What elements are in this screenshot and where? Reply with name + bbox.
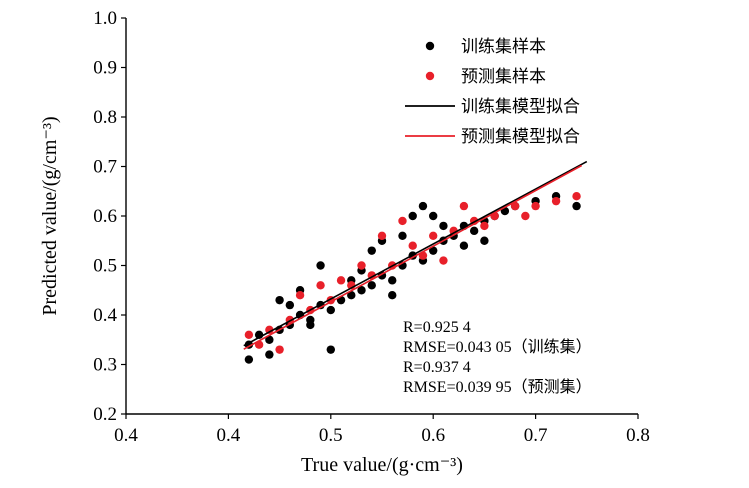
train-sample-point — [326, 345, 335, 354]
axes: 0.4 0.4 0.5 0.6 0.7 0.8 0.2 0.3 0.4 0.5 0.6 0.7 0.8… — [39, 8, 650, 476]
x-axis-title: True value/(g·cm⁻³) — [301, 454, 463, 476]
x-tick-label: 0.4 — [217, 425, 241, 446]
test-sample-point — [377, 231, 387, 240]
test-sample-point — [551, 196, 561, 206]
x-tick-label: 0.5 — [319, 425, 343, 446]
test-sample-point — [275, 345, 284, 354]
train-sample-point — [357, 286, 366, 295]
train-r-text: R=0.925 4 — [403, 319, 471, 336]
x-tick-label: 0.8 — [626, 425, 650, 446]
train-sample-point — [347, 291, 356, 300]
y-tick-label: 0.4 — [93, 305, 117, 326]
y-tick-label: 1.0 — [93, 8, 117, 29]
x-ticks: 0.4 0.4 0.5 0.6 0.7 0.8 — [114, 414, 650, 446]
legend-label: 训练集模型拟合 — [461, 97, 580, 117]
train-rmse-text: RMSE=0.043 05（训练集） — [403, 338, 592, 356]
test-sample-point — [295, 291, 305, 300]
train-sample-point — [388, 291, 397, 300]
train-sample-point — [316, 261, 325, 270]
train-sample-point — [367, 281, 376, 290]
legend-label: 预测集样本 — [461, 67, 546, 87]
train-sample-point — [326, 305, 335, 315]
y-tick-label: 0.7 — [93, 157, 117, 178]
test-sample-point — [572, 192, 581, 201]
y-tick-label: 0.6 — [93, 206, 117, 227]
train-sample-point — [275, 295, 284, 305]
train-sample-point — [480, 236, 489, 245]
test-sample-point — [316, 281, 325, 290]
stats-annotation: R=0.925 4 RMSE=0.043 05（训练集） R=0.937 4 R… — [403, 319, 592, 396]
train-sample-point — [469, 226, 479, 236]
test-sample-point — [429, 231, 438, 240]
test-sample-point — [531, 201, 540, 211]
test-sample-point — [521, 211, 530, 221]
train-sample-point — [244, 355, 254, 364]
test-fit-line — [243, 164, 583, 350]
plot-area — [243, 160, 588, 364]
test-sample-point — [336, 276, 346, 285]
test-sample-point — [357, 261, 366, 270]
train-sample-point — [429, 246, 438, 255]
test-sample-point — [398, 216, 407, 226]
y-axis-title: Predicted value/(g/cm⁻³) — [39, 116, 61, 315]
x-tick-label: 0.6 — [421, 425, 445, 446]
test-sample-point — [510, 201, 520, 211]
y-tick-label: 0.8 — [93, 107, 117, 128]
train-sample-point — [306, 320, 315, 330]
test-r-text: R=0.937 4 — [403, 359, 471, 376]
legend-label: 训练集样本 — [461, 37, 546, 57]
train-sample-point — [429, 211, 438, 221]
train-sample-point — [285, 300, 295, 310]
train-sample-point — [265, 350, 274, 359]
x-tick-label: 0.7 — [524, 425, 548, 446]
y-tick-label: 0.2 — [93, 404, 117, 425]
train-sample-point — [439, 221, 448, 231]
test-sample-point — [439, 256, 448, 265]
test-sample-point — [408, 241, 417, 250]
y-tick-label: 0.5 — [93, 256, 117, 277]
train-sample-point — [367, 246, 376, 255]
legend-marker — [425, 71, 435, 81]
test-sample-point — [449, 226, 458, 236]
legend-marker — [425, 41, 435, 51]
x-tick-label: 0.4 — [114, 425, 138, 446]
train-sample-point — [408, 211, 417, 221]
train-sample-point — [265, 335, 274, 344]
legend-label: 预测集模型拟合 — [461, 127, 580, 147]
test-sample-point — [459, 201, 469, 211]
y-ticks: 0.2 0.3 0.4 0.5 0.6 0.7 0.8 0.9 1.0 — [93, 8, 126, 425]
test-sample-point — [265, 325, 274, 335]
test-sample-point — [244, 330, 254, 339]
y-tick-label: 0.9 — [93, 58, 117, 79]
y-tick-label: 0.3 — [93, 355, 117, 376]
test-rmse-text: RMSE=0.039 95（预测集） — [403, 378, 592, 396]
train-sample-point — [398, 231, 407, 240]
train-sample-point — [572, 201, 581, 211]
train-sample-point — [388, 276, 397, 285]
train-sample-point — [418, 201, 428, 211]
test-sample-point — [480, 221, 489, 231]
train-fit-line — [243, 160, 588, 347]
train-sample-point — [459, 241, 469, 250]
